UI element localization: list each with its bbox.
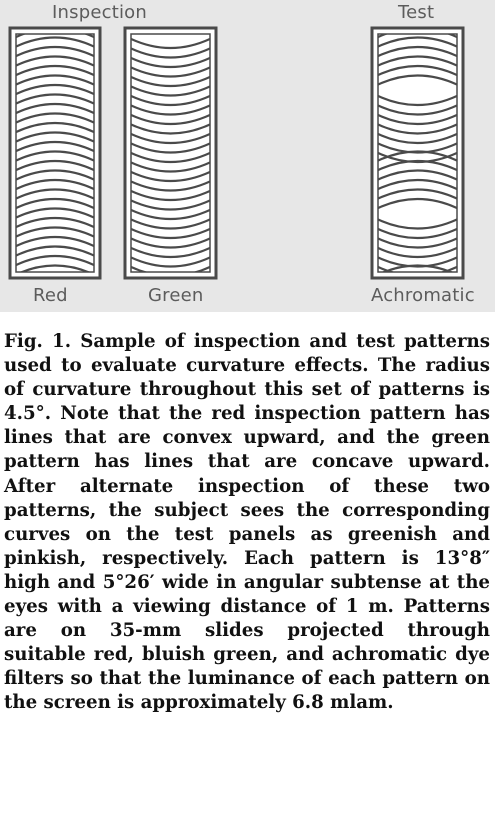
- achromatic-curve-line: [378, 64, 457, 77]
- achromatic-curve-line: [378, 188, 457, 200]
- green-curve-line: [131, 199, 210, 211]
- red-curve-line: [16, 64, 94, 77]
- green-curve-line: [131, 113, 210, 126]
- green-curve-line: [131, 56, 210, 69]
- figure-reference: Fig. 1.: [4, 331, 72, 352]
- inspection-label: Inspection: [52, 2, 147, 23]
- achromatic-curve-line: [378, 45, 457, 58]
- green-curve-line: [131, 123, 210, 135]
- green-curve-line: [131, 180, 210, 192]
- achromatic-curve-line: [381, 264, 454, 272]
- red-curve-line: [16, 83, 94, 96]
- test-label: Test: [398, 2, 435, 23]
- red-curve-line: [16, 140, 94, 153]
- achromatic-panel-label: Achromatic: [371, 285, 475, 306]
- green-panel-label: Green: [148, 285, 204, 306]
- green-curve-line: [131, 208, 210, 221]
- achromatic-curve-line: [378, 104, 457, 116]
- green-curve-line: [131, 66, 210, 78]
- achromatic-curve-line: [378, 36, 457, 48]
- green-curve-line: [131, 47, 210, 59]
- red-curve-line: [16, 178, 94, 191]
- achromatic-panel: [370, 26, 465, 280]
- green-curve-line: [131, 170, 210, 183]
- green-curve-line: [131, 85, 210, 97]
- green-curve-line: [131, 161, 210, 173]
- achromatic-curve-line: [378, 159, 457, 172]
- curvature-patterns: [8, 26, 465, 280]
- green-curve-line: [131, 237, 210, 249]
- red-curve-line: [16, 254, 94, 267]
- achromatic-curve-line: [378, 132, 457, 145]
- green-curve-line: [131, 218, 210, 230]
- achromatic-curve-line: [378, 227, 457, 240]
- green-curve-line: [131, 189, 210, 202]
- achromatic-curve-line: [378, 197, 457, 210]
- achromatic-curve-line: [378, 237, 457, 249]
- red-curve-line: [16, 34, 94, 39]
- red-curve-line: [16, 150, 94, 162]
- red-curve-line: [16, 112, 94, 124]
- green-curve-line: [131, 132, 210, 145]
- red-curve-line: [16, 131, 94, 143]
- red-curve-line: [16, 216, 94, 229]
- achromatic-curve-line: [378, 150, 457, 162]
- green-panel: [123, 26, 218, 280]
- red-curve-line: [16, 102, 94, 115]
- achromatic-curve-line: [378, 178, 457, 191]
- red-curve-line: [16, 36, 94, 48]
- red-panel: [8, 26, 102, 280]
- red-curve-line: [16, 197, 94, 210]
- red-curve-line: [19, 264, 91, 272]
- red-curve-line: [16, 245, 94, 257]
- green-curve-line: [131, 104, 210, 116]
- red-curve-line: [16, 74, 94, 86]
- achromatic-curve-line: [378, 246, 457, 259]
- green-curve-line: [131, 256, 210, 268]
- red-curve-line: [16, 235, 94, 248]
- green-curve-line: [131, 151, 210, 164]
- red-curve-line: [16, 121, 94, 134]
- red-curve-line: [16, 226, 94, 238]
- green-curve-line: [131, 142, 210, 154]
- green-curve-line: [131, 37, 210, 50]
- figure-caption: Fig. 1. Sample of inspection and test pa…: [4, 330, 490, 716]
- achromatic-curve-line: [378, 218, 457, 230]
- red-curve-line: [16, 188, 94, 200]
- red-curve-line: [16, 207, 94, 219]
- green-curve-line: [131, 246, 210, 259]
- red-curve-line: [16, 55, 94, 67]
- green-curve-line: [131, 94, 210, 107]
- red-curve-line: [16, 159, 94, 172]
- achromatic-curve-line: [378, 34, 457, 39]
- green-curve-line: [131, 75, 210, 88]
- achromatic-curve-line: [378, 94, 457, 107]
- red-panel-inner-frame: [15, 33, 95, 273]
- figure-1: Inspection Test Red Green Achromatic: [0, 0, 495, 312]
- achromatic-curve-line: [378, 123, 457, 135]
- achromatic-curve-line: [378, 265, 457, 272]
- achromatic-curve-line: [378, 169, 457, 181]
- achromatic-curve-line: [378, 55, 457, 67]
- green-curve-line: [131, 227, 210, 240]
- caption-text: Sample of inspection and test patterns u…: [4, 331, 490, 714]
- achromatic-curve-line: [378, 74, 457, 86]
- red-curve-line: [16, 93, 94, 105]
- achromatic-curve-line: [378, 113, 457, 126]
- red-panel-label: Red: [33, 285, 68, 306]
- green-curve-line: [131, 265, 210, 272]
- red-curve-line: [16, 169, 94, 181]
- red-curve-line: [16, 45, 94, 58]
